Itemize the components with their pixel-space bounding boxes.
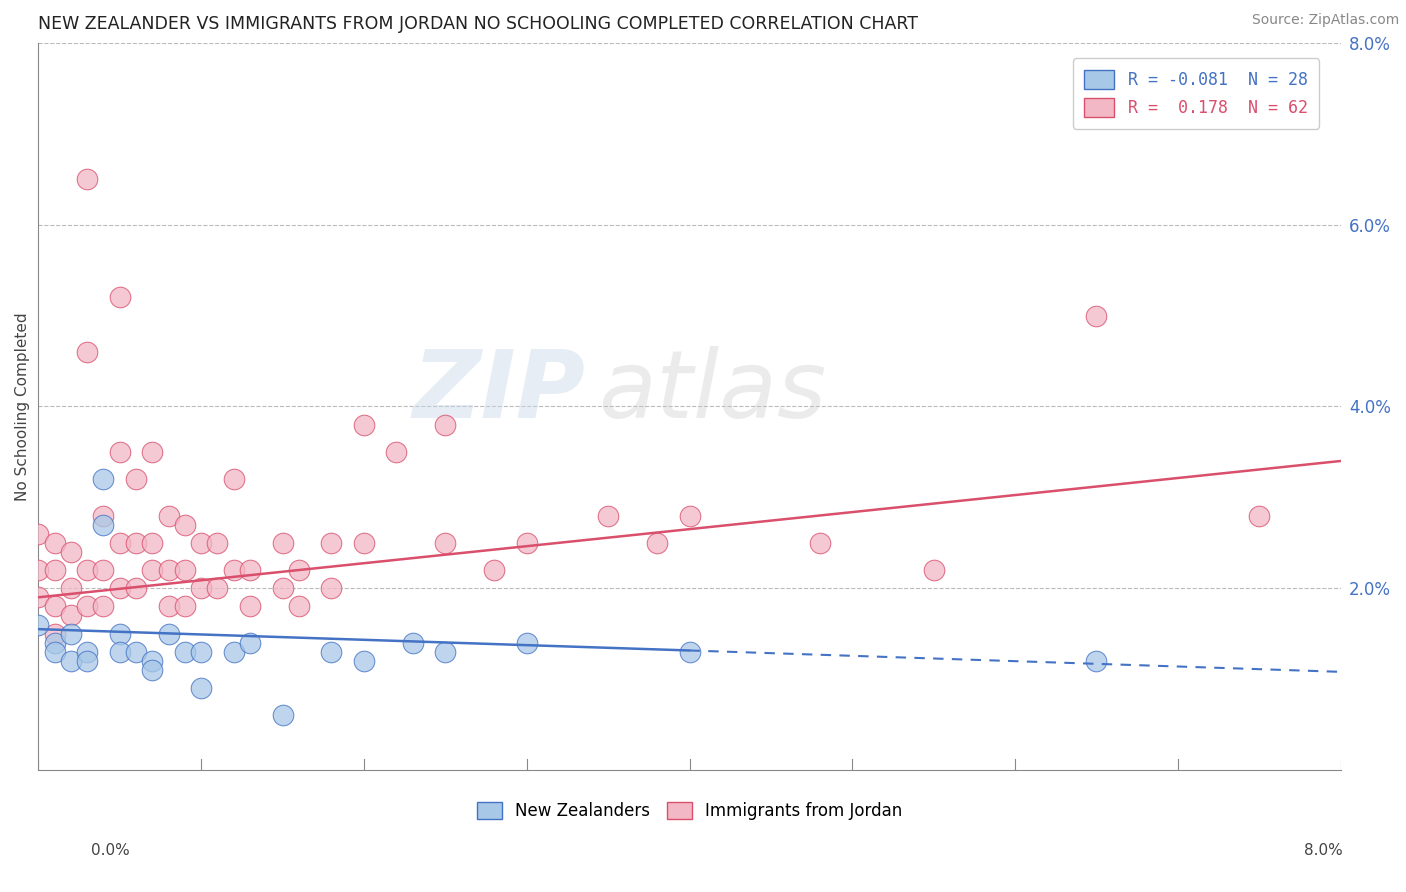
Point: [173, 563, 195, 577]
Point: [44, 535, 66, 549]
Point: [434, 417, 457, 432]
Point: [1085, 654, 1108, 668]
Point: [141, 663, 163, 677]
Point: [157, 626, 180, 640]
Point: [321, 645, 343, 659]
Point: [678, 645, 700, 659]
Point: [108, 645, 131, 659]
Point: [44, 563, 66, 577]
Point: [385, 445, 408, 459]
Point: [222, 563, 245, 577]
Point: [239, 636, 262, 650]
Text: 8.0%: 8.0%: [1303, 843, 1343, 858]
Point: [207, 581, 229, 595]
Point: [516, 636, 538, 650]
Point: [239, 563, 262, 577]
Point: [27, 563, 49, 577]
Point: [157, 563, 180, 577]
Point: [44, 636, 66, 650]
Point: [271, 535, 294, 549]
Point: [44, 599, 66, 614]
Point: [434, 645, 457, 659]
Point: [288, 563, 311, 577]
Point: [76, 563, 98, 577]
Point: [125, 535, 148, 549]
Point: [190, 681, 212, 696]
Point: [59, 654, 82, 668]
Point: [141, 563, 163, 577]
Point: [353, 535, 375, 549]
Point: [108, 535, 131, 549]
Point: [353, 417, 375, 432]
Point: [434, 535, 457, 549]
Point: [93, 508, 115, 523]
Point: [321, 535, 343, 549]
Point: [76, 172, 98, 186]
Point: [190, 645, 212, 659]
Point: [598, 508, 620, 523]
Point: [402, 636, 425, 650]
Point: [207, 535, 229, 549]
Point: [76, 599, 98, 614]
Point: [173, 517, 195, 532]
Point: [1249, 508, 1271, 523]
Point: [93, 472, 115, 486]
Text: ZIP: ZIP: [412, 346, 585, 438]
Point: [108, 626, 131, 640]
Point: [173, 645, 195, 659]
Point: [59, 581, 82, 595]
Text: NEW ZEALANDER VS IMMIGRANTS FROM JORDAN NO SCHOOLING COMPLETED CORRELATION CHART: NEW ZEALANDER VS IMMIGRANTS FROM JORDAN …: [38, 15, 918, 33]
Point: [93, 563, 115, 577]
Point: [27, 617, 49, 632]
Y-axis label: No Schooling Completed: No Schooling Completed: [15, 312, 30, 500]
Point: [190, 535, 212, 549]
Point: [271, 581, 294, 595]
Point: [321, 581, 343, 595]
Text: 0.0%: 0.0%: [91, 843, 131, 858]
Text: atlas: atlas: [599, 346, 827, 437]
Point: [353, 654, 375, 668]
Point: [271, 708, 294, 723]
Point: [141, 654, 163, 668]
Point: [1085, 309, 1108, 323]
Point: [141, 535, 163, 549]
Point: [93, 517, 115, 532]
Point: [190, 581, 212, 595]
Point: [27, 526, 49, 541]
Point: [108, 581, 131, 595]
Point: [678, 508, 700, 523]
Point: [239, 599, 262, 614]
Point: [157, 508, 180, 523]
Point: [76, 645, 98, 659]
Point: [222, 472, 245, 486]
Point: [59, 608, 82, 623]
Legend: New Zealanders, Immigrants from Jordan: New Zealanders, Immigrants from Jordan: [470, 796, 908, 827]
Point: [157, 599, 180, 614]
Point: [44, 626, 66, 640]
Point: [222, 645, 245, 659]
Point: [27, 591, 49, 605]
Point: [76, 345, 98, 359]
Point: [922, 563, 945, 577]
Text: Source: ZipAtlas.com: Source: ZipAtlas.com: [1251, 13, 1399, 28]
Point: [76, 654, 98, 668]
Point: [59, 626, 82, 640]
Point: [141, 445, 163, 459]
Point: [516, 535, 538, 549]
Point: [108, 445, 131, 459]
Point: [482, 563, 505, 577]
Point: [125, 472, 148, 486]
Point: [44, 645, 66, 659]
Point: [59, 545, 82, 559]
Point: [93, 599, 115, 614]
Point: [108, 290, 131, 304]
Point: [288, 599, 311, 614]
Point: [645, 535, 668, 549]
Point: [125, 581, 148, 595]
Point: [808, 535, 831, 549]
Point: [125, 645, 148, 659]
Point: [173, 599, 195, 614]
